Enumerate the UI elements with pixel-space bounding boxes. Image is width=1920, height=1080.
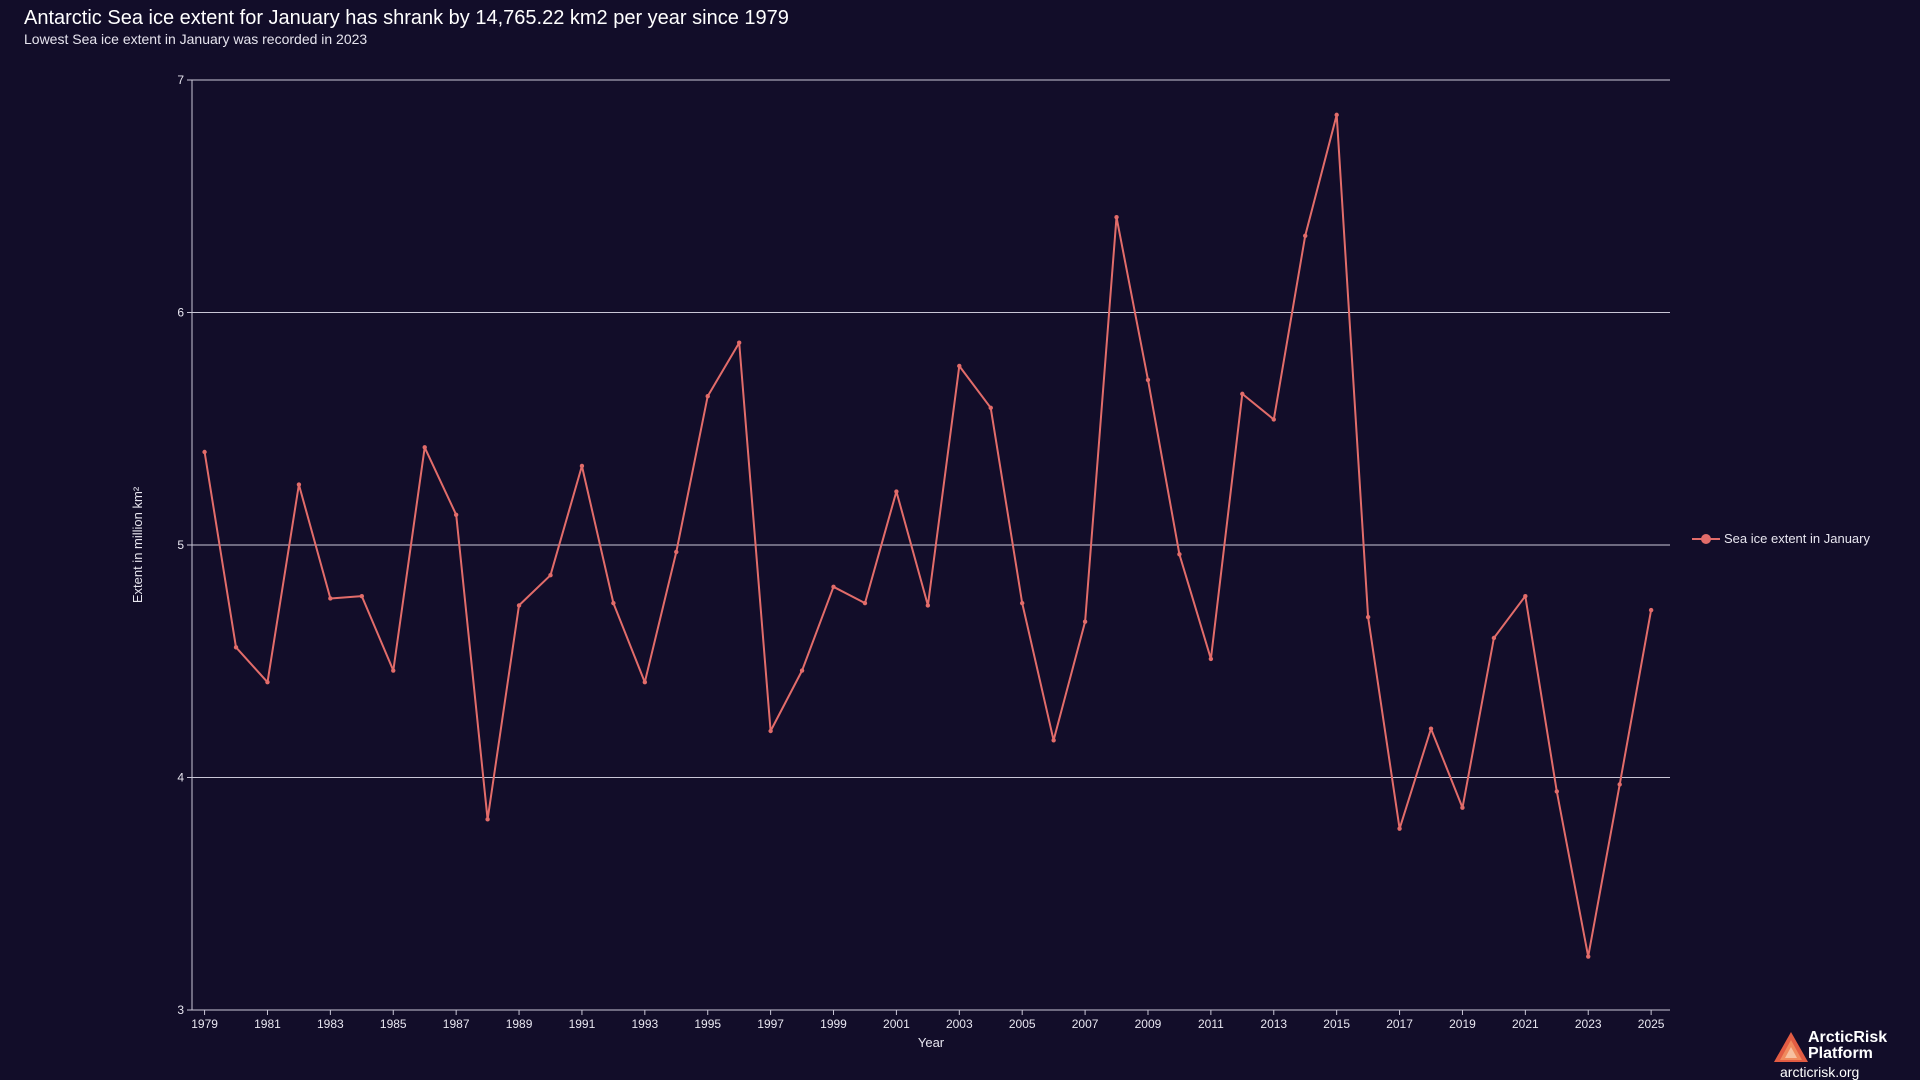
- x-tick-label: 2025: [1638, 1017, 1665, 1031]
- x-tick-label: 2015: [1323, 1017, 1350, 1031]
- data-point-1991[interactable]: [579, 463, 585, 469]
- data-point-2018[interactable]: [1428, 726, 1434, 731]
- data-point-2001[interactable]: [894, 489, 899, 494]
- x-tick-label: 1995: [694, 1017, 721, 1031]
- x-tick-label: 1983: [317, 1017, 344, 1031]
- data-point-2008[interactable]: [1114, 214, 1119, 220]
- legend-label: Sea ice extent in January: [1724, 531, 1870, 546]
- data-point-1995[interactable]: [705, 394, 710, 399]
- data-point-2000[interactable]: [862, 600, 868, 606]
- data-point-1979[interactable]: [202, 449, 207, 455]
- x-tick-label: 2013: [1260, 1017, 1287, 1031]
- chart-subtitle: Lowest Sea ice extent in January was rec…: [24, 31, 368, 47]
- x-tick-label: 2005: [1009, 1017, 1036, 1031]
- data-point-1987[interactable]: [453, 512, 459, 517]
- data-point-2016[interactable]: [1365, 614, 1371, 620]
- data-point-2019[interactable]: [1460, 805, 1465, 810]
- data-point-2011[interactable]: [1208, 656, 1214, 662]
- y-axis-title: Extent in million km²: [130, 486, 145, 603]
- x-tick-label: 2003: [946, 1017, 973, 1031]
- data-point-1992[interactable]: [611, 600, 616, 606]
- y-tick-label: 6: [177, 306, 184, 320]
- brand-name-line2: Platform: [1808, 1045, 1873, 1062]
- data-point-1983[interactable]: [328, 596, 333, 601]
- brand-name: ArcticRisk Platform: [1808, 1030, 1908, 1062]
- brand-url[interactable]: arcticrisk.org: [1780, 1064, 1860, 1080]
- data-point-2007[interactable]: [1082, 619, 1088, 624]
- data-point-2020[interactable]: [1491, 635, 1497, 641]
- x-tick-label: 1989: [506, 1017, 533, 1031]
- data-point-1999[interactable]: [831, 584, 836, 590]
- data-point-2009[interactable]: [1145, 377, 1151, 383]
- data-point-1980[interactable]: [233, 645, 239, 650]
- series-sea-ice-extent: [202, 112, 1654, 959]
- data-point-2015[interactable]: [1334, 112, 1339, 118]
- data-point-2010[interactable]: [1177, 552, 1182, 557]
- data-point-1982[interactable]: [296, 482, 302, 487]
- x-tick-label: 2007: [1072, 1017, 1099, 1031]
- data-point-2004[interactable]: [988, 405, 993, 411]
- data-point-2021[interactable]: [1523, 593, 1528, 599]
- data-point-2014[interactable]: [1303, 233, 1308, 238]
- x-tick-label: 2019: [1449, 1017, 1476, 1031]
- y-tick-label: 5: [177, 538, 184, 552]
- data-point-1984[interactable]: [359, 593, 365, 599]
- data-point-1986[interactable]: [422, 445, 427, 450]
- legend-marker-icon: [1692, 533, 1720, 545]
- x-tick-label: 2001: [883, 1017, 910, 1031]
- data-point-2025[interactable]: [1648, 607, 1654, 613]
- data-point-2024[interactable]: [1617, 782, 1622, 787]
- data-point-1985[interactable]: [391, 668, 396, 673]
- x-tick-label: 2017: [1386, 1017, 1413, 1031]
- y-axis-ticks: 3 4 5 6 7: [177, 73, 193, 1017]
- data-point-2023[interactable]: [1586, 954, 1591, 959]
- branding: ArcticRisk Platform arcticrisk.org: [1766, 1024, 1906, 1080]
- data-point-2006[interactable]: [1051, 738, 1056, 743]
- data-point-1994[interactable]: [674, 549, 679, 555]
- x-tick-label: 1991: [569, 1017, 596, 1031]
- x-tick-label: 2009: [1135, 1017, 1162, 1031]
- x-tick-label: 1981: [254, 1017, 281, 1031]
- x-tick-label: 2021: [1512, 1017, 1539, 1031]
- brand-name-line1: ArcticRisk: [1808, 1029, 1888, 1046]
- data-point-1988[interactable]: [485, 817, 490, 822]
- data-point-1981[interactable]: [265, 679, 270, 685]
- data-point-1990[interactable]: [548, 573, 553, 578]
- series-line: [203, 113, 1653, 958]
- y-tick-label: 3: [177, 1003, 184, 1017]
- x-tick-label: 2011: [1198, 1017, 1224, 1031]
- data-point-1993[interactable]: [642, 679, 648, 685]
- x-tick-label: 1993: [631, 1017, 658, 1031]
- x-tick-label: 2023: [1575, 1017, 1602, 1031]
- data-point-2022[interactable]: [1554, 789, 1559, 794]
- legend-item-sea-ice-extent[interactable]: Sea ice extent in January: [1692, 531, 1870, 546]
- data-point-2017[interactable]: [1397, 826, 1402, 831]
- data-point-2003[interactable]: [957, 363, 962, 369]
- data-point-2012[interactable]: [1240, 391, 1245, 397]
- chart-title: Antarctic Sea ice extent for January has…: [24, 7, 789, 29]
- data-point-1996[interactable]: [736, 340, 742, 345]
- x-tick-label: 1997: [757, 1017, 784, 1031]
- arcticrisk-logo-icon: [1774, 1032, 1808, 1062]
- y-tick-label: 7: [177, 73, 184, 87]
- x-tick-label: 1987: [443, 1017, 470, 1031]
- data-point-2005[interactable]: [1019, 600, 1025, 606]
- x-axis-ticks: 1979 1981 1983 1985 1987 1989 1991 1993 1995 1997…: [191, 1010, 1665, 1031]
- y-tick-label: 4: [177, 771, 184, 785]
- x-tick-label: 1999: [820, 1017, 847, 1031]
- gridlines: [192, 79, 1670, 778]
- data-point-2002[interactable]: [925, 603, 931, 608]
- data-point-1997[interactable]: [768, 728, 773, 734]
- data-point-1998[interactable]: [799, 668, 805, 673]
- x-tick-label: 1985: [380, 1017, 407, 1031]
- data-point-1989[interactable]: [516, 603, 522, 608]
- data-point-2013[interactable]: [1271, 417, 1276, 422]
- x-axis-title: Year: [918, 1035, 945, 1050]
- x-tick-label: 1979: [191, 1017, 218, 1031]
